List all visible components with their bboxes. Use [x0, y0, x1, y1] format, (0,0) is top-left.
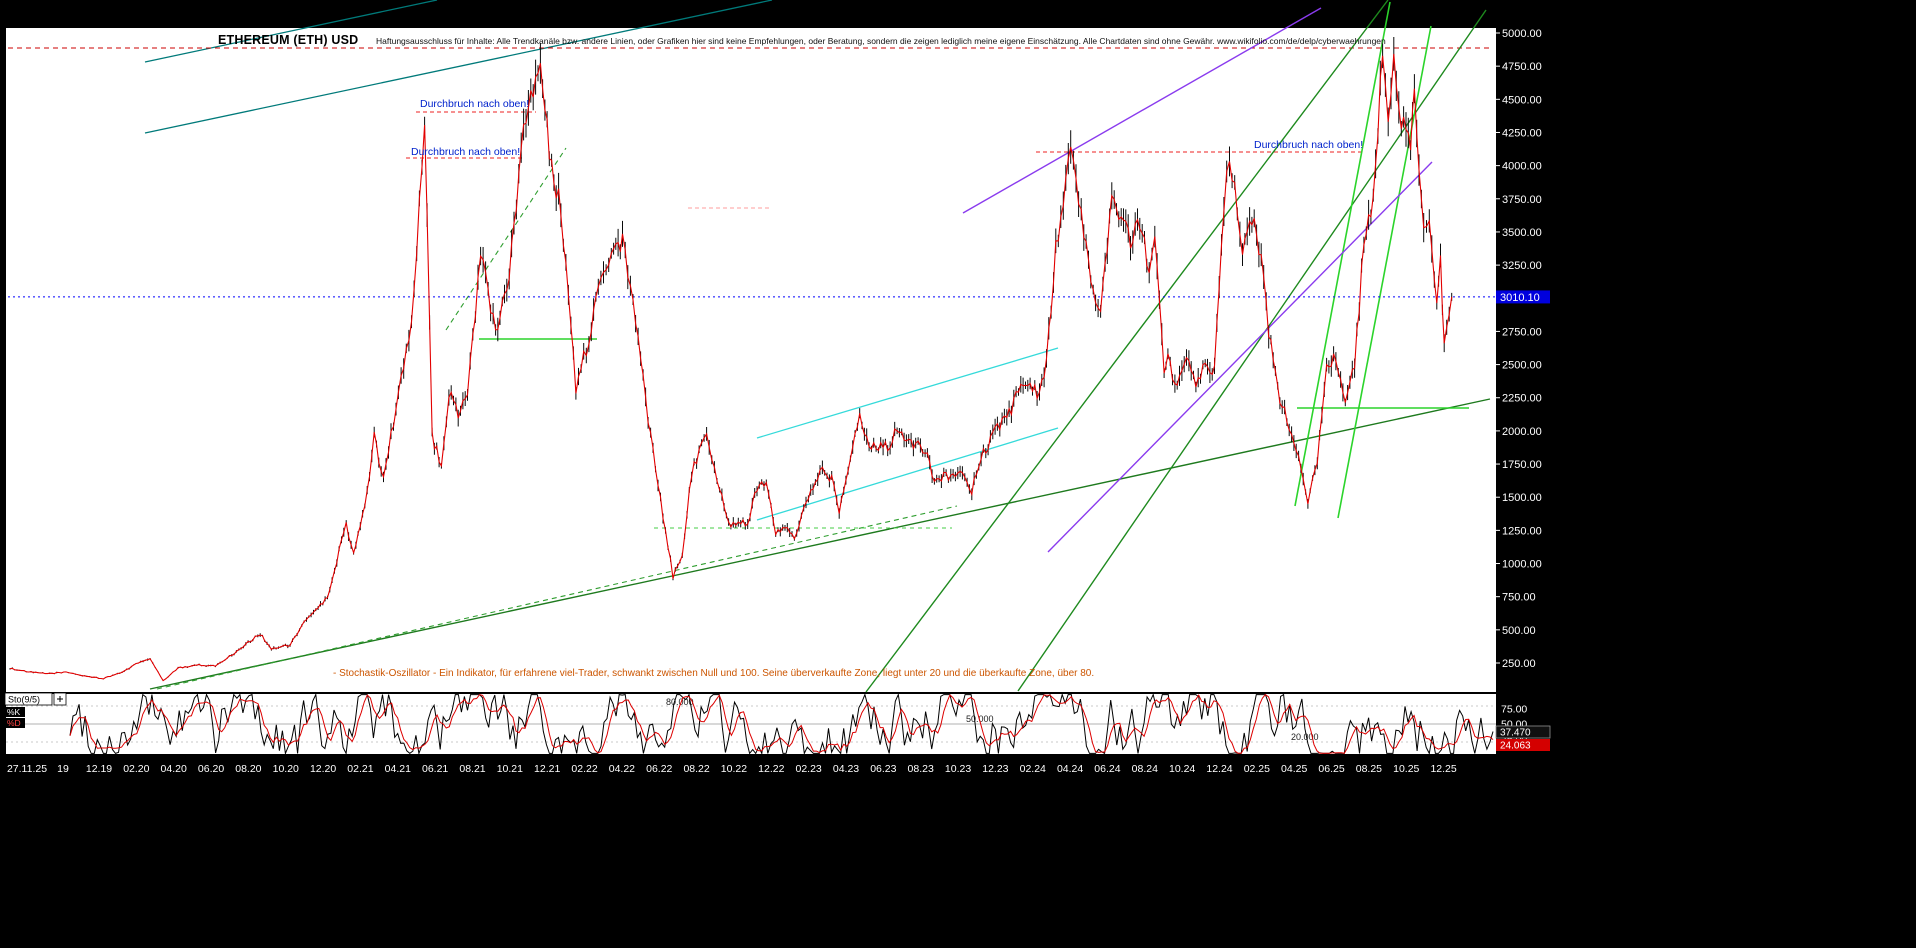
date-tick-label: 08.22 [683, 763, 709, 775]
chart-title: ETHEREUM (ETH) USD [218, 33, 359, 47]
date-tick-label: 04.22 [609, 763, 635, 775]
trendline-violet-channel-2 [1047, 161, 1433, 553]
date-tick-label: 06.24 [1094, 763, 1120, 775]
date-tick-label: 12.20 [310, 763, 336, 775]
date-tick-label: 06.21 [422, 763, 448, 775]
trendline-lime-steep-1 [1294, 1, 1391, 507]
date-tick-label: 19 [57, 763, 69, 775]
last-price-value: 3010.10 [1500, 292, 1540, 304]
date-tick-label: 12.21 [534, 763, 560, 775]
price-tick-label: 5000.00 [1502, 28, 1542, 40]
date-tick-label: 04.25 [1281, 763, 1307, 775]
breakout-annotation: Durchbruch nach oben! [420, 98, 530, 110]
trendline-channel-teal-lower [144, 0, 773, 134]
d-value: 24.063 [1500, 741, 1531, 752]
date-tick-label: 02.22 [571, 763, 597, 775]
price-tick-label: 3250.00 [1502, 260, 1542, 272]
osc-scale-label: 75.00 [1501, 704, 1527, 716]
date-tick-label: 02.25 [1244, 763, 1270, 775]
osc-level-label-80: 80.000 [666, 697, 694, 707]
date-tick-label: 06.25 [1318, 763, 1344, 775]
date-tick-label: 02.21 [347, 763, 373, 775]
disclaimer-text: Haftungsausschluss für Inhalte: Alle Tre… [376, 36, 1386, 46]
date-tick-label: 04.20 [161, 763, 187, 775]
k-value-box [1495, 725, 1551, 739]
price-line [9, 53, 1453, 682]
price-tick-label: 500.00 [1502, 625, 1536, 637]
date-tick-label: 10.23 [945, 763, 971, 775]
price-tick-label: 2750.00 [1502, 326, 1542, 338]
k-label: %K [7, 707, 21, 717]
date-tick-label: 27.11.25 [7, 763, 47, 775]
date-tick-label: 06.20 [198, 763, 224, 775]
price-tick-label: 1500.00 [1502, 492, 1542, 504]
trendline-channel-teal-upper [144, 0, 438, 63]
date-tick-label: 12.23 [982, 763, 1008, 775]
price-tick-label: 4000.00 [1502, 161, 1542, 173]
date-tick-label: 08.23 [908, 763, 934, 775]
date-tick-label: 12.24 [1206, 763, 1232, 775]
stochastic-d-line [69, 693, 1494, 754]
date-tick-label: 10.25 [1393, 763, 1419, 775]
price-tick-label: 250.00 [1502, 658, 1536, 670]
date-tick-label: 10.24 [1169, 763, 1195, 775]
stochastic-note: - Stochastik-Oszillator - Ein Indikator,… [333, 668, 1095, 679]
date-tick-label: 10.22 [721, 763, 747, 775]
price-tick-label: 1000.00 [1502, 559, 1542, 571]
breakout-annotation: Durchbruch nach oben! [1254, 139, 1364, 151]
k-label-chip [5, 707, 25, 717]
date-tick-label: 08.20 [235, 763, 261, 775]
price-tick-label: 2500.00 [1502, 360, 1542, 372]
trendline-support-dashed [156, 505, 958, 690]
date-tick-label: 12.22 [758, 763, 784, 775]
trendline-uptrend-steep-1 [865, 0, 1389, 693]
price-pane[interactable] [6, 28, 1496, 692]
price-tick-label: 4250.00 [1502, 127, 1542, 139]
date-tick-label: 12.25 [1430, 763, 1456, 775]
date-tick-label: 12.19 [86, 763, 112, 775]
price-tick-label: 1750.00 [1502, 459, 1542, 471]
date-tick-label: 04.24 [1057, 763, 1083, 775]
date-tick-label: 08.24 [1132, 763, 1158, 775]
date-tick-label: 08.25 [1356, 763, 1382, 775]
price-tick-label: 2250.00 [1502, 393, 1542, 405]
date-tick-label: 02.23 [796, 763, 822, 775]
d-label: %D [7, 718, 21, 728]
date-tick-label: 10.20 [273, 763, 299, 775]
trendline-support-long [149, 398, 1491, 690]
price-tick-label: 3750.00 [1502, 194, 1542, 206]
price-tick-label: 750.00 [1502, 592, 1536, 604]
date-tick-label: 02.24 [1020, 763, 1046, 775]
price-tick-label: 2000.00 [1502, 426, 1542, 438]
date-tick-label: 06.22 [646, 763, 672, 775]
osc-level-label-20: 20.000 [1291, 732, 1319, 742]
date-tick-label: 06.23 [870, 763, 896, 775]
breakout-annotation: Durchbruch nach oben! [411, 146, 521, 158]
d-label-chip [5, 718, 25, 728]
trendline-cyan-channel-2 [756, 427, 1059, 521]
d-value-box [1496, 739, 1550, 751]
indicator-name: Sto(9/5) [8, 695, 40, 705]
trendline-green-dash-steep [445, 147, 567, 331]
date-tick-label: 10.21 [497, 763, 523, 775]
date-tick-label: 04.23 [833, 763, 859, 775]
date-tick-label: 02.20 [123, 763, 149, 775]
date-tick-label: 04.21 [385, 763, 411, 775]
indicator-label-box[interactable] [4, 692, 53, 706]
last-price-box [1496, 290, 1550, 304]
k-value: 37.470 [1500, 728, 1531, 739]
price-tick-label: 4750.00 [1502, 61, 1542, 73]
trendline-cyan-channel-1 [756, 347, 1059, 439]
trendline-violet-channel-1 [962, 7, 1322, 214]
date-tick-label: 08.21 [459, 763, 485, 775]
price-tick-label: 4500.00 [1502, 94, 1542, 106]
price-tick-label: 1250.00 [1502, 525, 1542, 537]
price-tick-label: 3500.00 [1502, 227, 1542, 239]
